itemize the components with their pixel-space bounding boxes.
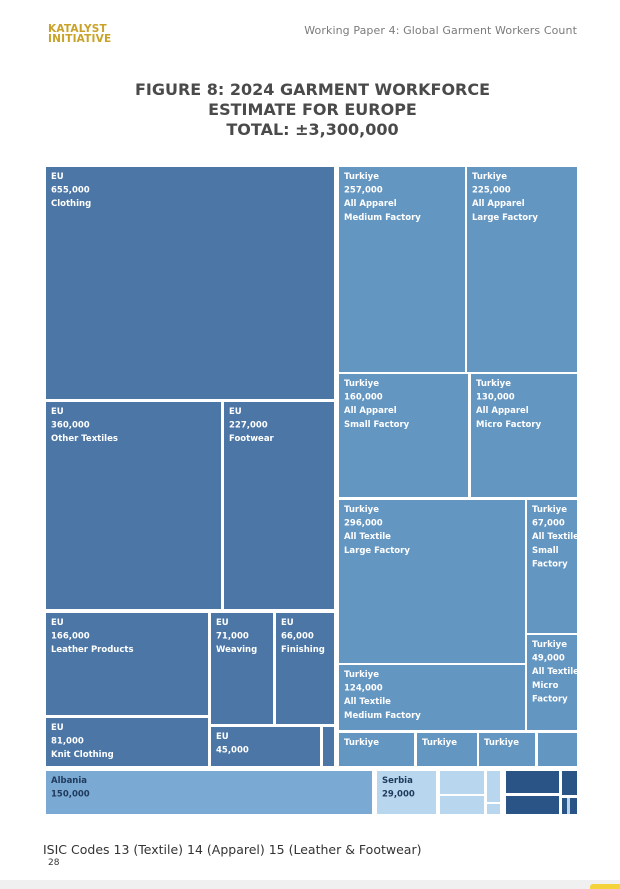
treemap-cell-rect xyxy=(323,727,334,766)
treemap-cell: Turkiye xyxy=(479,733,535,766)
treemap-cell xyxy=(538,733,577,766)
page-tab xyxy=(590,884,620,889)
treemap-cell-rect xyxy=(506,796,559,814)
treemap-cell: Turkiye xyxy=(417,733,477,766)
treemap-cell-rect xyxy=(46,771,372,814)
treemap-cell-rect xyxy=(276,613,334,724)
treemap-cell-rect xyxy=(46,402,221,609)
treemap-cell-rect xyxy=(487,804,500,814)
figure-title-line-2: ESTIMATE FOR EUROPE xyxy=(208,100,417,119)
treemap-cell-rect xyxy=(527,635,577,730)
treemap-cell-rect xyxy=(211,613,273,724)
treemap-cell-rect xyxy=(479,733,535,766)
treemap-cell-rect xyxy=(467,167,577,372)
treemap-cell-rect xyxy=(440,771,484,794)
figure-title-line-1: FIGURE 8: 2024 GARMENT WORKFORCE xyxy=(134,80,491,99)
logo-line-2: INITIATIVE xyxy=(48,32,112,45)
treemap-cell xyxy=(323,727,334,766)
page-number: 28 xyxy=(48,858,60,868)
treemap-cell-rect xyxy=(570,798,577,814)
treemap-cell-rect xyxy=(527,500,577,633)
treemap-cell-rect xyxy=(339,500,525,663)
treemap-cell xyxy=(440,796,484,814)
treemap-cell-rect xyxy=(46,718,208,766)
treemap-cell xyxy=(487,804,500,814)
treemap-cell xyxy=(562,798,567,814)
treemap-cell-rect xyxy=(440,796,484,814)
bottom-bar xyxy=(0,880,620,889)
treemap-cell-rect xyxy=(46,167,334,399)
treemap-cell-rect xyxy=(224,402,334,609)
treemap-cell-rect xyxy=(417,733,477,766)
treemap-cell-rect xyxy=(487,771,500,802)
treemap-cell-rect xyxy=(339,665,525,730)
treemap-cell xyxy=(506,796,559,814)
figure-title-line-3: TOTAL: ±3,300,000 xyxy=(226,120,399,139)
treemap-cell-rect xyxy=(339,733,414,766)
treemap-cell-rect xyxy=(471,374,577,497)
isic-codes-note: ISIC Codes 13 (Textile) 14 (Apparel) 15 … xyxy=(43,842,422,857)
treemap-cell-rect xyxy=(339,167,465,372)
katalyst-logo: KATALYST INITIATIVE xyxy=(48,23,112,45)
paper-title: Working Paper 4: Global Garment Workers … xyxy=(304,24,577,37)
treemap-cell xyxy=(506,771,559,793)
treemap-cell-rect xyxy=(562,771,577,795)
treemap-cell xyxy=(562,771,577,795)
treemap-cell xyxy=(570,798,577,814)
treemap-cell: Turkiye xyxy=(339,733,414,766)
treemap-cell-rect xyxy=(506,771,559,793)
treemap-cell-rect xyxy=(211,727,320,766)
treemap-cell-rect xyxy=(46,613,208,715)
treemap-cell xyxy=(440,771,484,794)
figure-title: FIGURE 8: 2024 GARMENT WORKFORCE ESTIMAT… xyxy=(0,80,620,140)
treemap-cell-rect xyxy=(538,733,577,766)
treemap-cell-rect xyxy=(339,374,468,497)
logo-line-1: KATALYST xyxy=(48,23,107,35)
treemap-cell-rect xyxy=(562,798,567,814)
treemap-cell-rect xyxy=(377,771,436,814)
treemap-cell xyxy=(487,771,500,802)
